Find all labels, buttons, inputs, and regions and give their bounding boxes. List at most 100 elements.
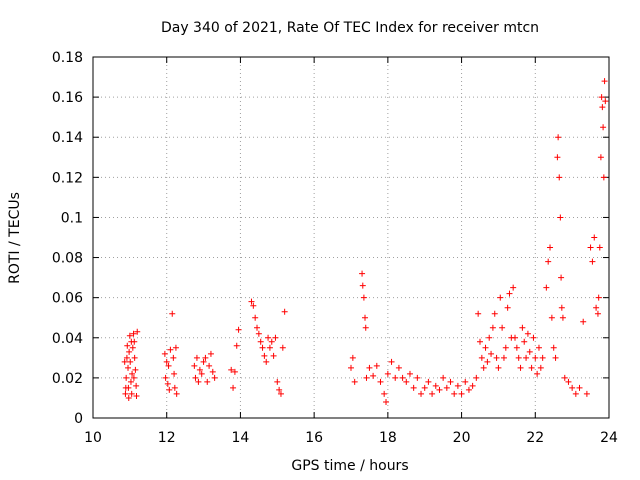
data-point bbox=[167, 346, 174, 353]
data-point bbox=[561, 374, 568, 381]
data-point bbox=[465, 386, 472, 393]
axis-ticks: 10 12 14 16 18 20 22 24 0 0.02 0.04 0.06 0.08 0.1 0.12… bbox=[52, 50, 618, 446]
data-point bbox=[601, 78, 608, 85]
y-tick-label: 0.08 bbox=[52, 251, 83, 267]
data-point bbox=[432, 382, 439, 389]
data-point bbox=[279, 344, 286, 351]
grid bbox=[93, 57, 609, 418]
data-point bbox=[126, 332, 133, 339]
data-point bbox=[254, 324, 261, 331]
x-tick-label: 22 bbox=[526, 430, 544, 446]
data-point bbox=[261, 352, 268, 359]
data-point bbox=[127, 378, 134, 385]
data-point bbox=[121, 358, 128, 365]
data-point bbox=[250, 302, 257, 309]
data-point bbox=[171, 384, 178, 391]
x-tick-label: 12 bbox=[158, 430, 176, 446]
data-point bbox=[384, 370, 391, 377]
data-point bbox=[403, 378, 410, 385]
data-point bbox=[211, 374, 218, 381]
data-point bbox=[543, 284, 550, 291]
data-point bbox=[506, 290, 513, 297]
data-point bbox=[228, 366, 235, 373]
data-point bbox=[252, 314, 259, 321]
data-point bbox=[532, 354, 539, 361]
data-point bbox=[475, 310, 482, 317]
data-point bbox=[595, 294, 602, 301]
y-tick-label: 0.04 bbox=[52, 331, 83, 347]
data-point bbox=[580, 318, 587, 325]
data-point bbox=[537, 364, 544, 371]
data-point bbox=[555, 134, 562, 141]
data-point bbox=[469, 382, 476, 389]
data-point bbox=[488, 350, 495, 357]
data-point bbox=[587, 244, 594, 251]
data-point bbox=[122, 384, 129, 391]
data-point bbox=[478, 354, 485, 361]
data-point bbox=[359, 282, 366, 289]
data-point bbox=[510, 284, 517, 291]
data-point bbox=[359, 270, 366, 277]
y-tick-label: 0.02 bbox=[52, 371, 83, 387]
data-point bbox=[263, 358, 270, 365]
data-point bbox=[235, 326, 242, 333]
data-point bbox=[591, 234, 598, 241]
y-tick-label: 0.1 bbox=[61, 210, 83, 226]
data-point bbox=[523, 354, 530, 361]
data-point bbox=[125, 364, 132, 371]
data-point bbox=[198, 370, 205, 377]
data-point bbox=[493, 354, 500, 361]
data-point bbox=[418, 390, 425, 397]
data-point bbox=[360, 294, 367, 301]
data-points bbox=[121, 78, 609, 405]
data-point bbox=[266, 344, 273, 351]
x-tick-label: 10 bbox=[84, 430, 102, 446]
data-point bbox=[559, 314, 566, 321]
data-point bbox=[173, 390, 180, 397]
data-point bbox=[425, 378, 432, 385]
data-point bbox=[414, 374, 421, 381]
y-tick-label: 0.06 bbox=[52, 291, 83, 307]
data-point bbox=[589, 258, 596, 265]
data-point bbox=[558, 274, 565, 281]
data-point bbox=[123, 374, 130, 381]
data-point bbox=[519, 324, 526, 331]
data-point bbox=[593, 304, 600, 311]
data-point bbox=[443, 384, 450, 391]
data-point bbox=[473, 374, 480, 381]
data-point bbox=[526, 348, 533, 355]
data-point bbox=[554, 154, 561, 161]
data-point bbox=[535, 344, 542, 351]
data-point bbox=[132, 366, 139, 373]
data-point bbox=[548, 314, 555, 321]
data-point bbox=[207, 350, 214, 357]
data-point bbox=[191, 362, 198, 369]
data-point bbox=[497, 294, 504, 301]
data-point bbox=[521, 338, 528, 345]
data-point bbox=[165, 362, 172, 369]
data-point bbox=[489, 324, 496, 331]
data-point bbox=[534, 370, 541, 377]
data-point bbox=[392, 374, 399, 381]
data-point bbox=[363, 374, 370, 381]
data-point bbox=[166, 386, 173, 393]
data-point bbox=[259, 344, 266, 351]
data-point bbox=[276, 386, 283, 393]
data-point bbox=[599, 104, 606, 111]
data-point bbox=[440, 374, 447, 381]
data-point bbox=[272, 334, 279, 341]
data-point bbox=[277, 390, 284, 397]
data-point bbox=[133, 392, 140, 399]
data-point bbox=[499, 324, 506, 331]
data-point bbox=[500, 354, 507, 361]
y-tick-label: 0.14 bbox=[52, 130, 83, 146]
data-point bbox=[162, 374, 169, 381]
y-tick-label: 0.12 bbox=[52, 170, 83, 186]
y-axis-label: ROTI / TECUs bbox=[7, 192, 23, 284]
data-point bbox=[231, 368, 238, 375]
x-tick-label: 16 bbox=[305, 430, 323, 446]
data-point bbox=[209, 368, 216, 375]
data-point bbox=[193, 354, 200, 361]
data-point bbox=[161, 350, 168, 357]
